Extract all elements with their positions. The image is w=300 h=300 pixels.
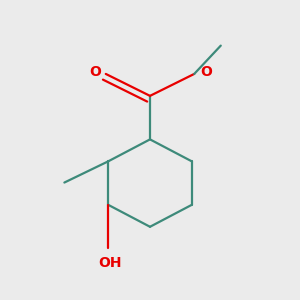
Text: O: O (89, 65, 101, 79)
Text: OH: OH (98, 256, 122, 269)
Text: O: O (200, 65, 212, 79)
